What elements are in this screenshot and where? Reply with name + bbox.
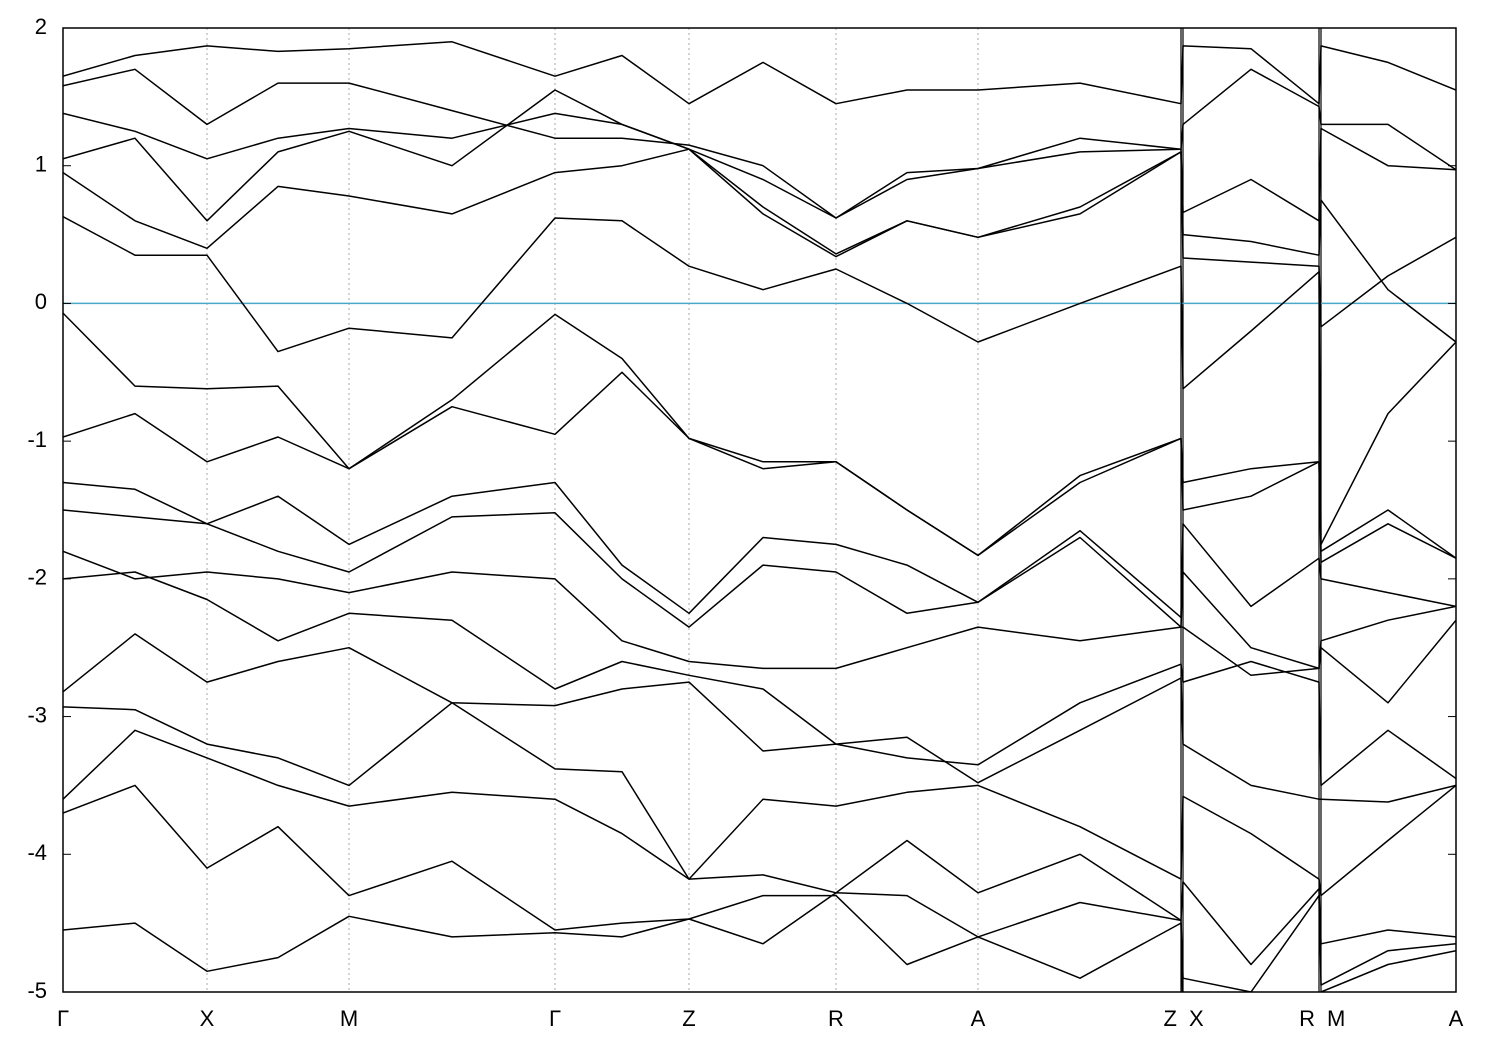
x-tick-label: Γ — [549, 1006, 561, 1031]
x-tick-label: X — [200, 1006, 215, 1031]
x-tick-label: Γ — [57, 1006, 69, 1031]
y-tick-label: -2 — [27, 565, 47, 590]
band — [63, 633, 1456, 803]
band — [63, 784, 1456, 992]
band — [63, 481, 1456, 619]
y-tick-label: -4 — [27, 840, 47, 865]
band — [63, 89, 1456, 343]
y-tick-label: -5 — [27, 978, 47, 1003]
band — [63, 550, 1456, 704]
x-tick-label: A — [971, 1006, 986, 1031]
plot-frame — [62, 27, 1457, 993]
y-tick-label: -1 — [27, 427, 47, 452]
x-tick-label: X — [1189, 1006, 1204, 1031]
band — [63, 371, 1456, 564]
x-tick-label: Z — [1164, 1006, 1177, 1031]
x-tick-label: M — [340, 1006, 358, 1031]
bands — [63, 41, 1456, 992]
y-tick-label: 0 — [35, 289, 47, 314]
y-tick-label: -3 — [27, 702, 47, 727]
band — [63, 41, 1456, 105]
y-tick-label: 2 — [35, 14, 47, 39]
x-tick-label: A — [1449, 1006, 1464, 1031]
x-tick-label: Z — [682, 1006, 695, 1031]
band — [63, 702, 1456, 897]
band — [63, 509, 1456, 670]
y-tick-label: 1 — [35, 152, 47, 177]
band — [63, 148, 1456, 328]
x-tick-label: R — [1299, 1006, 1315, 1031]
band — [63, 112, 1456, 222]
x-tick-label: M — [1327, 1006, 1345, 1031]
band — [63, 216, 1456, 546]
band — [63, 894, 1456, 992]
x-tick-label: R — [828, 1006, 844, 1031]
